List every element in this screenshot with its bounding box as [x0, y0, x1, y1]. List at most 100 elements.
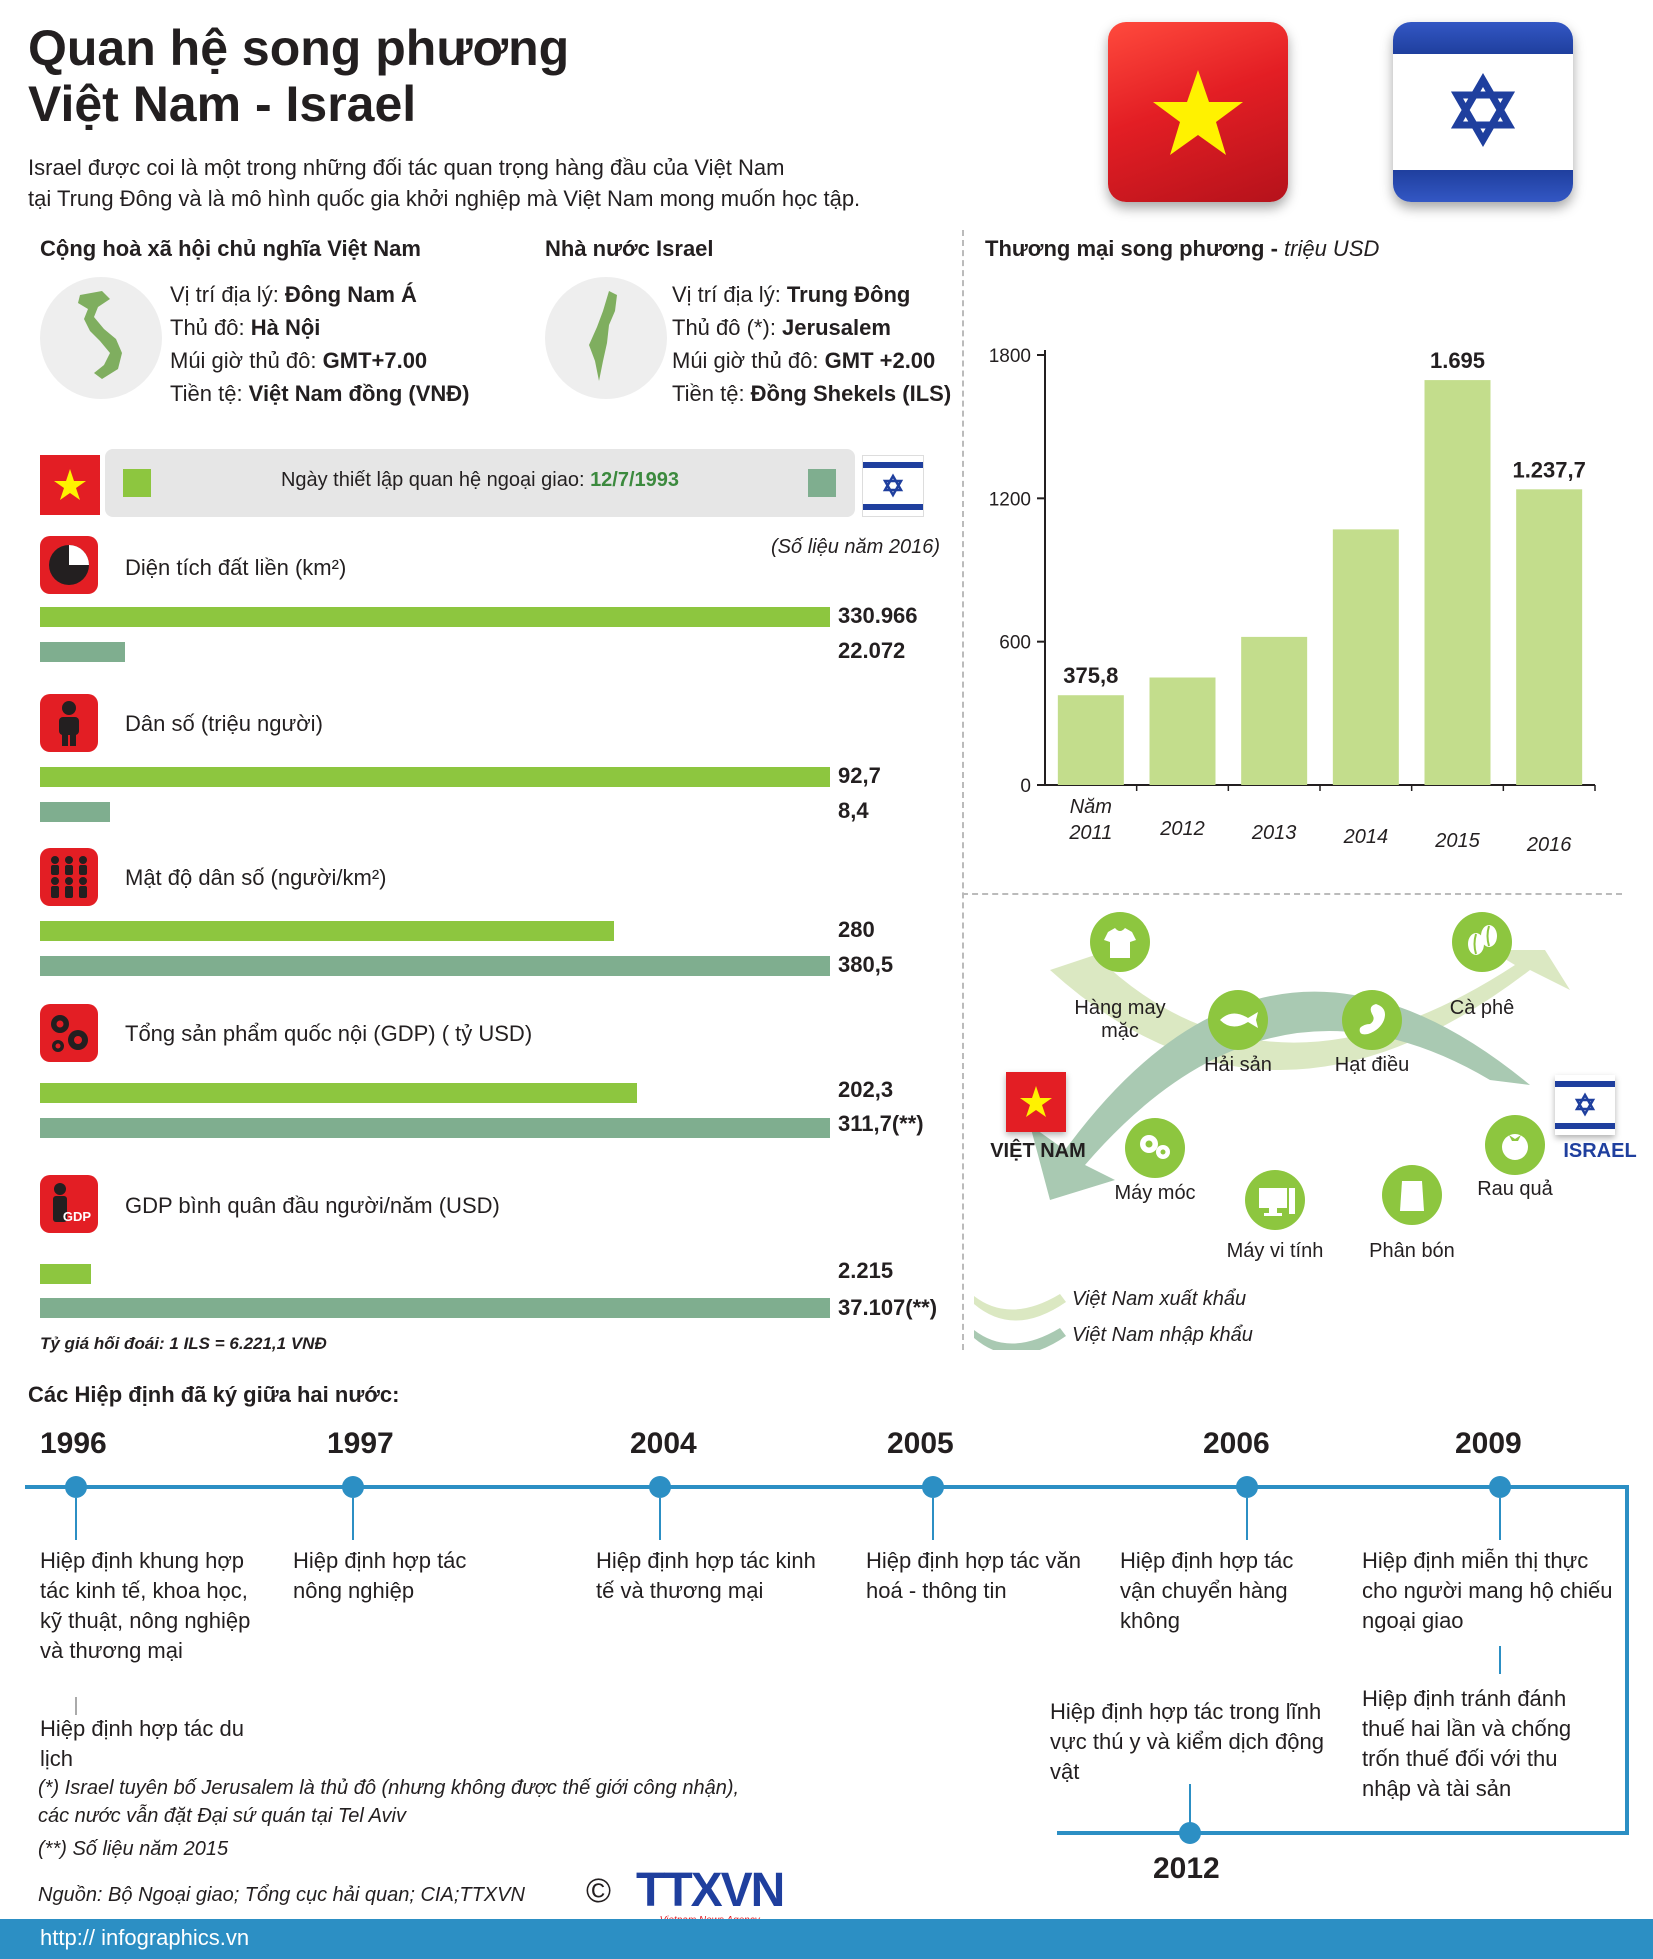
vietnam-geo: Vị trí địa lý: Đông Nam Á: [170, 282, 417, 307]
vietnam-legend-swatch: [123, 469, 151, 497]
chart-bar: [1149, 677, 1216, 785]
timeline-connector-1996: [75, 1498, 77, 1540]
chart-bar: [1241, 636, 1308, 785]
chart-x-label: 2016: [1526, 834, 1572, 856]
gdp-per-capita-icon: GDP: [40, 1175, 98, 1233]
stat-value-il-density: 380,5: [838, 952, 894, 977]
stat-bar-il-density: [40, 956, 830, 976]
coffee-bean-icon: [1452, 912, 1512, 972]
export-label-seafood: Hải sản: [1204, 1054, 1272, 1076]
israel-geo: Vị trí địa lý: Trung Đông: [672, 282, 911, 307]
timeline-year-2004: 2004: [630, 1427, 697, 1460]
agreement-2009-a: Hiệp định miễn thị thực cho người mang h…: [1362, 1548, 1613, 1633]
agreement-2009-b: Hiệp định tránh đánh thuế hai lần và chố…: [1362, 1686, 1572, 1801]
chart-bar: [1516, 489, 1583, 785]
timeline-dot-1996: [65, 1476, 87, 1498]
legend-arrows: [974, 1294, 1066, 1350]
import-arrow: [1030, 991, 1530, 1200]
chart-x-label: Năm: [1070, 796, 1112, 818]
title-line-1: Quan hệ song phương: [28, 20, 570, 76]
chart-x-label: 2015: [1434, 830, 1480, 852]
stat-bar-vn-area: [40, 607, 830, 627]
israel-info: Vị trí địa lý: Trung Đông Thủ đô (*): Je…: [672, 278, 951, 410]
stat-value-vn-density: 280: [838, 917, 875, 942]
timeline-year-2005: 2005: [887, 1427, 954, 1460]
chart-y-tick-label: 1200: [989, 489, 1031, 510]
stat-bar-vn-gdp: [40, 1083, 637, 1103]
israel-capital: Thủ đô (*): Jerusalem: [672, 315, 891, 340]
stat-bar-il-population: [40, 802, 110, 822]
trade-israel-label: ISRAEL: [1563, 1140, 1637, 1162]
stat-bar-vn-gdp-per-capita: [40, 1264, 91, 1284]
vietnam-timezone: Múi giờ thủ đô: GMT+7.00: [170, 348, 428, 373]
fish-icon: [1208, 990, 1268, 1050]
import-label-computer: Máy vi tính: [1226, 1240, 1324, 1262]
import-label-fertilizer: Phân bón: [1369, 1240, 1455, 1262]
export-label-garments: Hàng may mặc: [1074, 997, 1166, 1042]
trade-israel-flag-icon: [1555, 1075, 1615, 1135]
chart-x-label: 2014: [1343, 826, 1389, 848]
vietnam-small-flag-icon: [40, 455, 100, 515]
stat-value-vn-population: 92,7: [838, 763, 881, 788]
timeline-dot-2004: [649, 1476, 671, 1498]
stat-label-density: Mật độ dân số (người/km²): [125, 865, 387, 890]
stat-label-area: Diện tích đất liền (km²): [125, 555, 347, 580]
agreement-2005: Hiệp định hợp tác văn hoá - thông tin: [866, 1548, 1082, 1603]
agreement-2006: Hiệp định hợp tác vận chuyển hàng không: [1120, 1548, 1294, 1633]
chart-x-label: 2011: [1068, 822, 1112, 844]
chart-y-tick-label: 0: [1020, 776, 1031, 797]
stat-value-il-gdp-per-capita: 37.107(**): [838, 1295, 938, 1320]
intro-text: Israel được coi là một trong những đối t…: [28, 152, 1028, 214]
israel-map-icon: [545, 277, 667, 399]
israel-timezone: Múi giờ thủ đô: GMT +2.00: [672, 348, 936, 373]
israel-small-flag-icon: [862, 455, 924, 517]
machinery-gears-icon: [1125, 1118, 1185, 1178]
copyright-symbol: ©: [586, 1872, 612, 1910]
stat-bar-vn-density: [40, 921, 614, 941]
timeline-connector-2004: [659, 1498, 661, 1540]
legend-import-label: Việt Nam nhập khẩu: [1072, 1324, 1253, 1346]
stat-bar-il-gdp: [40, 1118, 830, 1138]
stat-value-vn-area: 330.966: [838, 603, 918, 628]
agreement-1996-b: Hiệp định hợp tác du lịch: [40, 1716, 245, 1771]
vietnam-flag-icon: [1108, 22, 1288, 202]
stat-bar-il-area: [40, 642, 125, 662]
exchange-rate: Tỷ giá hối đoái: 1 ILS = 6.221,1 VNĐ: [40, 1334, 327, 1353]
tomato-icon: [1485, 1115, 1545, 1175]
computer-icon: [1245, 1170, 1305, 1230]
stat-bar-vn-population: [40, 767, 830, 787]
intro-line-1: Israel được coi là một trong những đối t…: [28, 155, 785, 180]
stat-label-gdp: Tổng sản phẩm quốc nội (GDP) ( tỷ USD): [125, 1021, 533, 1046]
footer-url[interactable]: http:// infographics.vn: [40, 1925, 250, 1950]
source-text: Nguồn: Bộ Ngoại giao; Tổng cục hải quan;…: [38, 1884, 525, 1906]
trade-flow-diagram: VIỆT NAM ISRAEL Hàng may mặc Hải sản Hạt…: [970, 910, 1637, 1350]
vietnam-heading: Cộng hoà xã hội chủ nghĩa Việt Nam: [40, 236, 421, 261]
legend-export-label: Việt Nam xuất khẩu: [1072, 1288, 1247, 1310]
intro-line-2: tại Trung Đông và là mô hình quốc gia kh…: [28, 186, 861, 211]
timeline-year-1997: 1997: [327, 1427, 394, 1460]
export-label-cashew: Hạt điều: [1334, 1054, 1410, 1076]
agreements-heading: Các Hiệp định đã ký giữa hai nước:: [28, 1382, 400, 1407]
vietnam-info: Vị trí địa lý: Đông Nam Á Thủ đô: Hà Nội…: [170, 278, 470, 410]
gears-icon: [40, 1004, 98, 1062]
stat-value-vn-gdp-per-capita: 2.215: [838, 1258, 894, 1283]
area-pie-icon: [40, 536, 98, 594]
title-line-2: Việt Nam - Israel: [28, 76, 417, 132]
footer-bar: http:// infographics.vn: [0, 1919, 1653, 1959]
chart-title: Thương mại song phương - triệu USD: [985, 236, 1380, 261]
timeline-dot-2009: [1489, 1476, 1511, 1498]
timeline-year-2012: 2012: [1153, 1852, 1220, 1885]
israel-currency: Tiền tệ: Đồng Shekels (ILS): [672, 381, 952, 406]
timeline-dot-2006: [1236, 1476, 1258, 1498]
timeline-connector-2009-b: [1499, 1646, 1501, 1674]
trade-vietnam-label: VIỆT NAM: [990, 1140, 1086, 1162]
cashew-icon: [1342, 990, 1402, 1050]
person-icon: [40, 694, 98, 752]
crowd-icon: [40, 848, 98, 906]
stat-value-vn-gdp: 202,3: [838, 1077, 894, 1102]
fertilizer-bag-icon: [1382, 1165, 1442, 1225]
timeline-return-line: [1625, 1485, 1629, 1835]
agreement-1997: Hiệp định hợp tác nông nghiệp: [293, 1548, 467, 1603]
horizontal-divider: [962, 893, 1622, 895]
agreement-2004: Hiệp định hợp tác kinh tế và thương mại: [596, 1548, 816, 1603]
